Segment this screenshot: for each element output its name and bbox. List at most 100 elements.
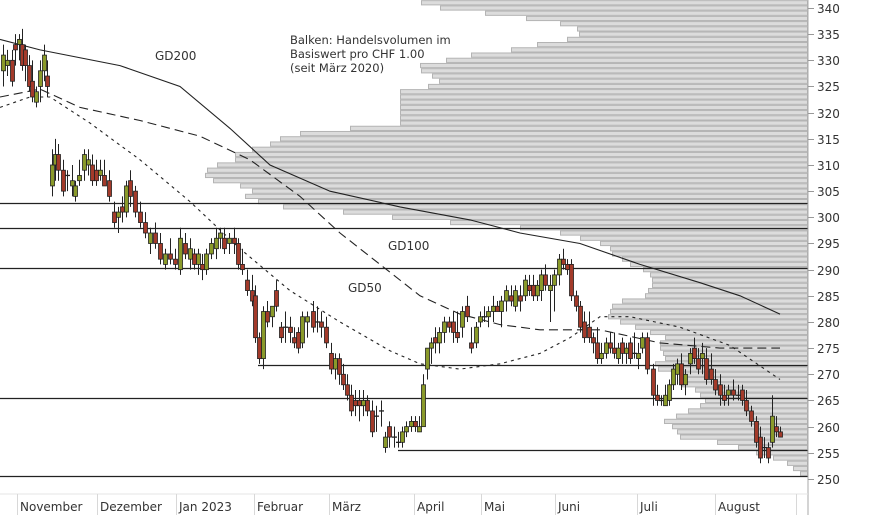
candle (499, 295, 504, 328)
volume-bar (270, 141, 808, 147)
x-axis: November Dezember Jan 2023 Februar März April… (0, 493, 808, 515)
y-tick-label: 270 (817, 368, 840, 382)
candle (265, 301, 270, 328)
candle (196, 248, 201, 275)
volume-bar (695, 387, 808, 393)
candle (232, 227, 237, 254)
gd200-line (0, 38, 781, 315)
candle (495, 301, 500, 312)
volume-bar (446, 57, 808, 63)
candle (200, 253, 205, 281)
y-tick-label: 330 (817, 54, 840, 68)
candle (349, 384, 354, 417)
candle (383, 431, 388, 453)
candle (138, 201, 143, 228)
candle (513, 285, 518, 312)
volume-bar (680, 376, 808, 383)
volume-bar (645, 293, 808, 299)
volume-bar (664, 418, 808, 425)
candle (288, 316, 293, 343)
y-tick-label: 325 (817, 80, 840, 94)
candle (227, 233, 232, 254)
volume-bar (610, 246, 808, 252)
x-tick-label: Juni (557, 500, 580, 514)
candle (274, 280, 279, 312)
volume-bar (665, 355, 808, 362)
candle (333, 353, 338, 380)
y-axis: 340 335 330 325 320 315 310 305 300 295 290 285 280 2… (807, 0, 840, 515)
candle (628, 337, 633, 364)
y-tick-label: 250 (817, 473, 840, 487)
x-tick-label: Dezember (100, 500, 162, 514)
candle (70, 164, 75, 197)
volume-bar (660, 340, 808, 346)
candle (357, 390, 362, 422)
candle (345, 374, 350, 401)
candle (61, 159, 66, 197)
candle (539, 269, 544, 302)
candle (292, 327, 297, 349)
candle (754, 416, 759, 448)
candle (124, 180, 129, 218)
candle (209, 238, 214, 260)
candle (158, 233, 163, 265)
candle (102, 159, 107, 187)
candle (595, 327, 600, 364)
candle (509, 285, 514, 307)
candle (133, 185, 138, 218)
candle (45, 60, 50, 97)
candle (636, 342, 641, 370)
volume-bar (700, 392, 808, 398)
candle (204, 248, 209, 275)
y-tick-label: 305 (817, 185, 840, 199)
y-tick-label: 275 (817, 342, 840, 356)
candle (305, 311, 310, 338)
candle (766, 442, 771, 464)
volume-bar (773, 455, 808, 461)
candle (319, 311, 324, 338)
candle (183, 233, 188, 260)
volume-bar (612, 251, 808, 257)
volume-profile-bars (205, 0, 808, 477)
candle (86, 149, 91, 176)
x-tick-label: April (417, 500, 444, 514)
volume-bar (677, 429, 808, 435)
candle (417, 416, 422, 433)
candle (474, 321, 479, 349)
candle (90, 154, 95, 186)
candle (257, 332, 262, 364)
candle (442, 316, 447, 343)
volume-bar (283, 204, 808, 210)
candle (168, 238, 173, 265)
candle (214, 227, 219, 260)
candle (50, 149, 55, 197)
volume-bar (343, 209, 808, 215)
candle (153, 222, 158, 249)
candle (523, 274, 528, 302)
candle (34, 86, 39, 108)
candle (56, 144, 61, 181)
volume-bar (579, 31, 808, 37)
candle (283, 311, 288, 343)
candle (700, 342, 705, 375)
volume-bar (800, 471, 808, 477)
candle (574, 290, 579, 312)
candle (455, 311, 460, 343)
volume-bar (622, 298, 808, 304)
candle (370, 400, 375, 438)
x-tick-label: November (20, 500, 82, 514)
candle (692, 337, 697, 364)
gd200-label: GD200 (155, 49, 196, 63)
volume-bar (421, 0, 808, 6)
candle (240, 248, 245, 275)
y-tick-label: 320 (817, 107, 840, 121)
x-tick-label: Mai (484, 500, 505, 514)
gd50-label: GD50 (348, 281, 382, 295)
volume-bar (217, 162, 808, 168)
candle (279, 321, 284, 343)
candle (329, 342, 334, 375)
y-tick-label: 290 (817, 264, 840, 278)
annotation-line: (seit März 2020) (290, 61, 384, 75)
candle (42, 44, 47, 82)
